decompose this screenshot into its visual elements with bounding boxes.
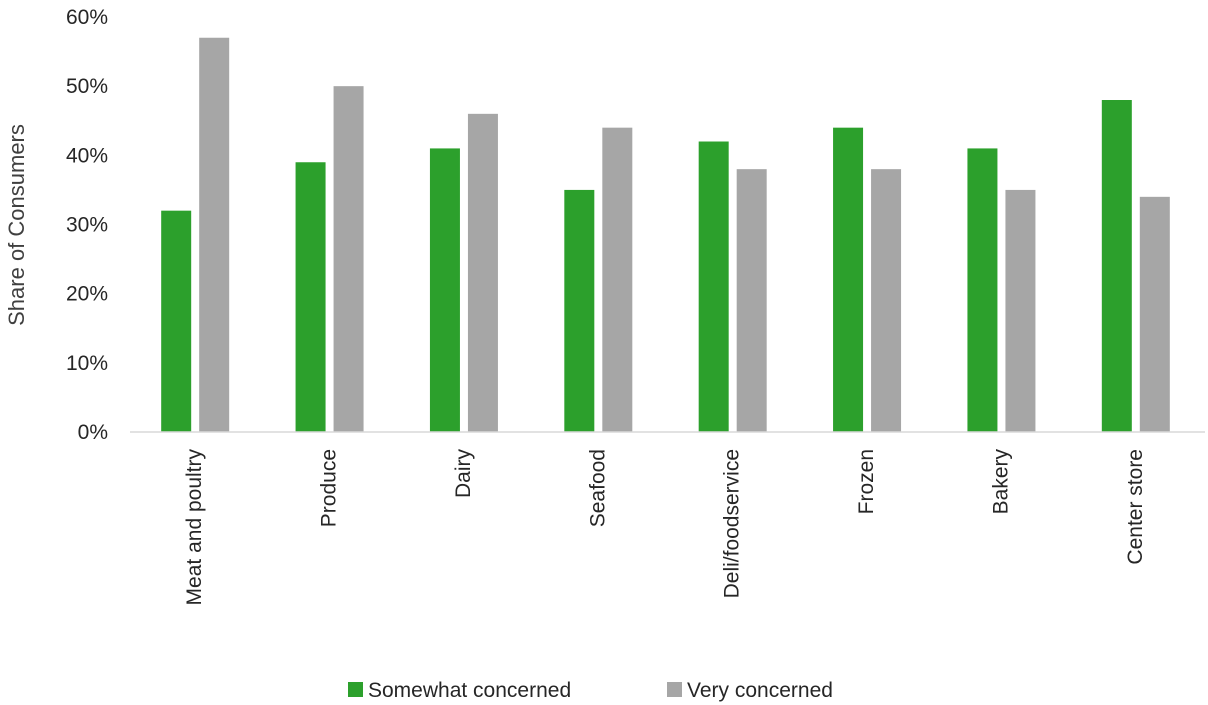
bar-somewhat-4	[698, 141, 729, 432]
x-category-label: Frozen	[855, 449, 878, 514]
x-category-label: Produce	[318, 449, 341, 527]
category-labels: Meat and poultry Produce Dairy Seafood Deli/…	[183, 449, 1147, 606]
bar-somewhat-2	[429, 148, 460, 432]
bar-very-3	[602, 127, 633, 433]
bar-very-0	[199, 37, 230, 432]
bar-somewhat-3	[564, 189, 595, 432]
bar-somewhat-1	[295, 162, 326, 432]
bar-very-5	[871, 169, 902, 432]
x-category-label: Deli/foodservice	[721, 449, 744, 598]
legend-label-very: Very concerned	[687, 679, 833, 702]
y-tick-label: 50%	[66, 75, 108, 98]
bar-very-7	[1139, 196, 1170, 432]
y-tick-label: 40%	[66, 144, 108, 167]
x-category-label: Meat and poultry	[183, 449, 206, 606]
legend-label-somewhat: Somewhat concerned	[368, 679, 571, 702]
legend: Somewhat concerned Very concerned	[348, 679, 833, 702]
bar-somewhat-7	[1101, 100, 1132, 432]
bars	[161, 37, 1170, 433]
x-category-label: Center store	[1124, 449, 1147, 565]
y-axis-title: Share of Consumers	[4, 124, 29, 326]
legend-swatch-somewhat	[348, 682, 363, 697]
x-category-label: Seafood	[586, 449, 609, 527]
y-tick-label: 20%	[66, 283, 108, 306]
y-tick-label: 0%	[78, 421, 108, 444]
x-category-label: Bakery	[989, 449, 1012, 515]
bar-somewhat-6	[967, 148, 998, 432]
bar-somewhat-0	[161, 210, 192, 432]
bar-very-4	[736, 169, 767, 432]
y-tick-label: 10%	[66, 352, 108, 375]
legend-swatch-very	[667, 682, 682, 697]
bar-very-6	[1005, 189, 1036, 432]
y-tick-label: 30%	[66, 214, 108, 237]
bar-very-1	[333, 86, 364, 433]
x-category-label: Dairy	[452, 449, 475, 499]
bar-very-2	[467, 113, 498, 432]
y-axis-ticks: 0% 10% 20% 30% 40% 50% 60%	[66, 6, 108, 444]
y-tick-label: 60%	[66, 6, 108, 29]
bar-somewhat-5	[833, 127, 864, 433]
